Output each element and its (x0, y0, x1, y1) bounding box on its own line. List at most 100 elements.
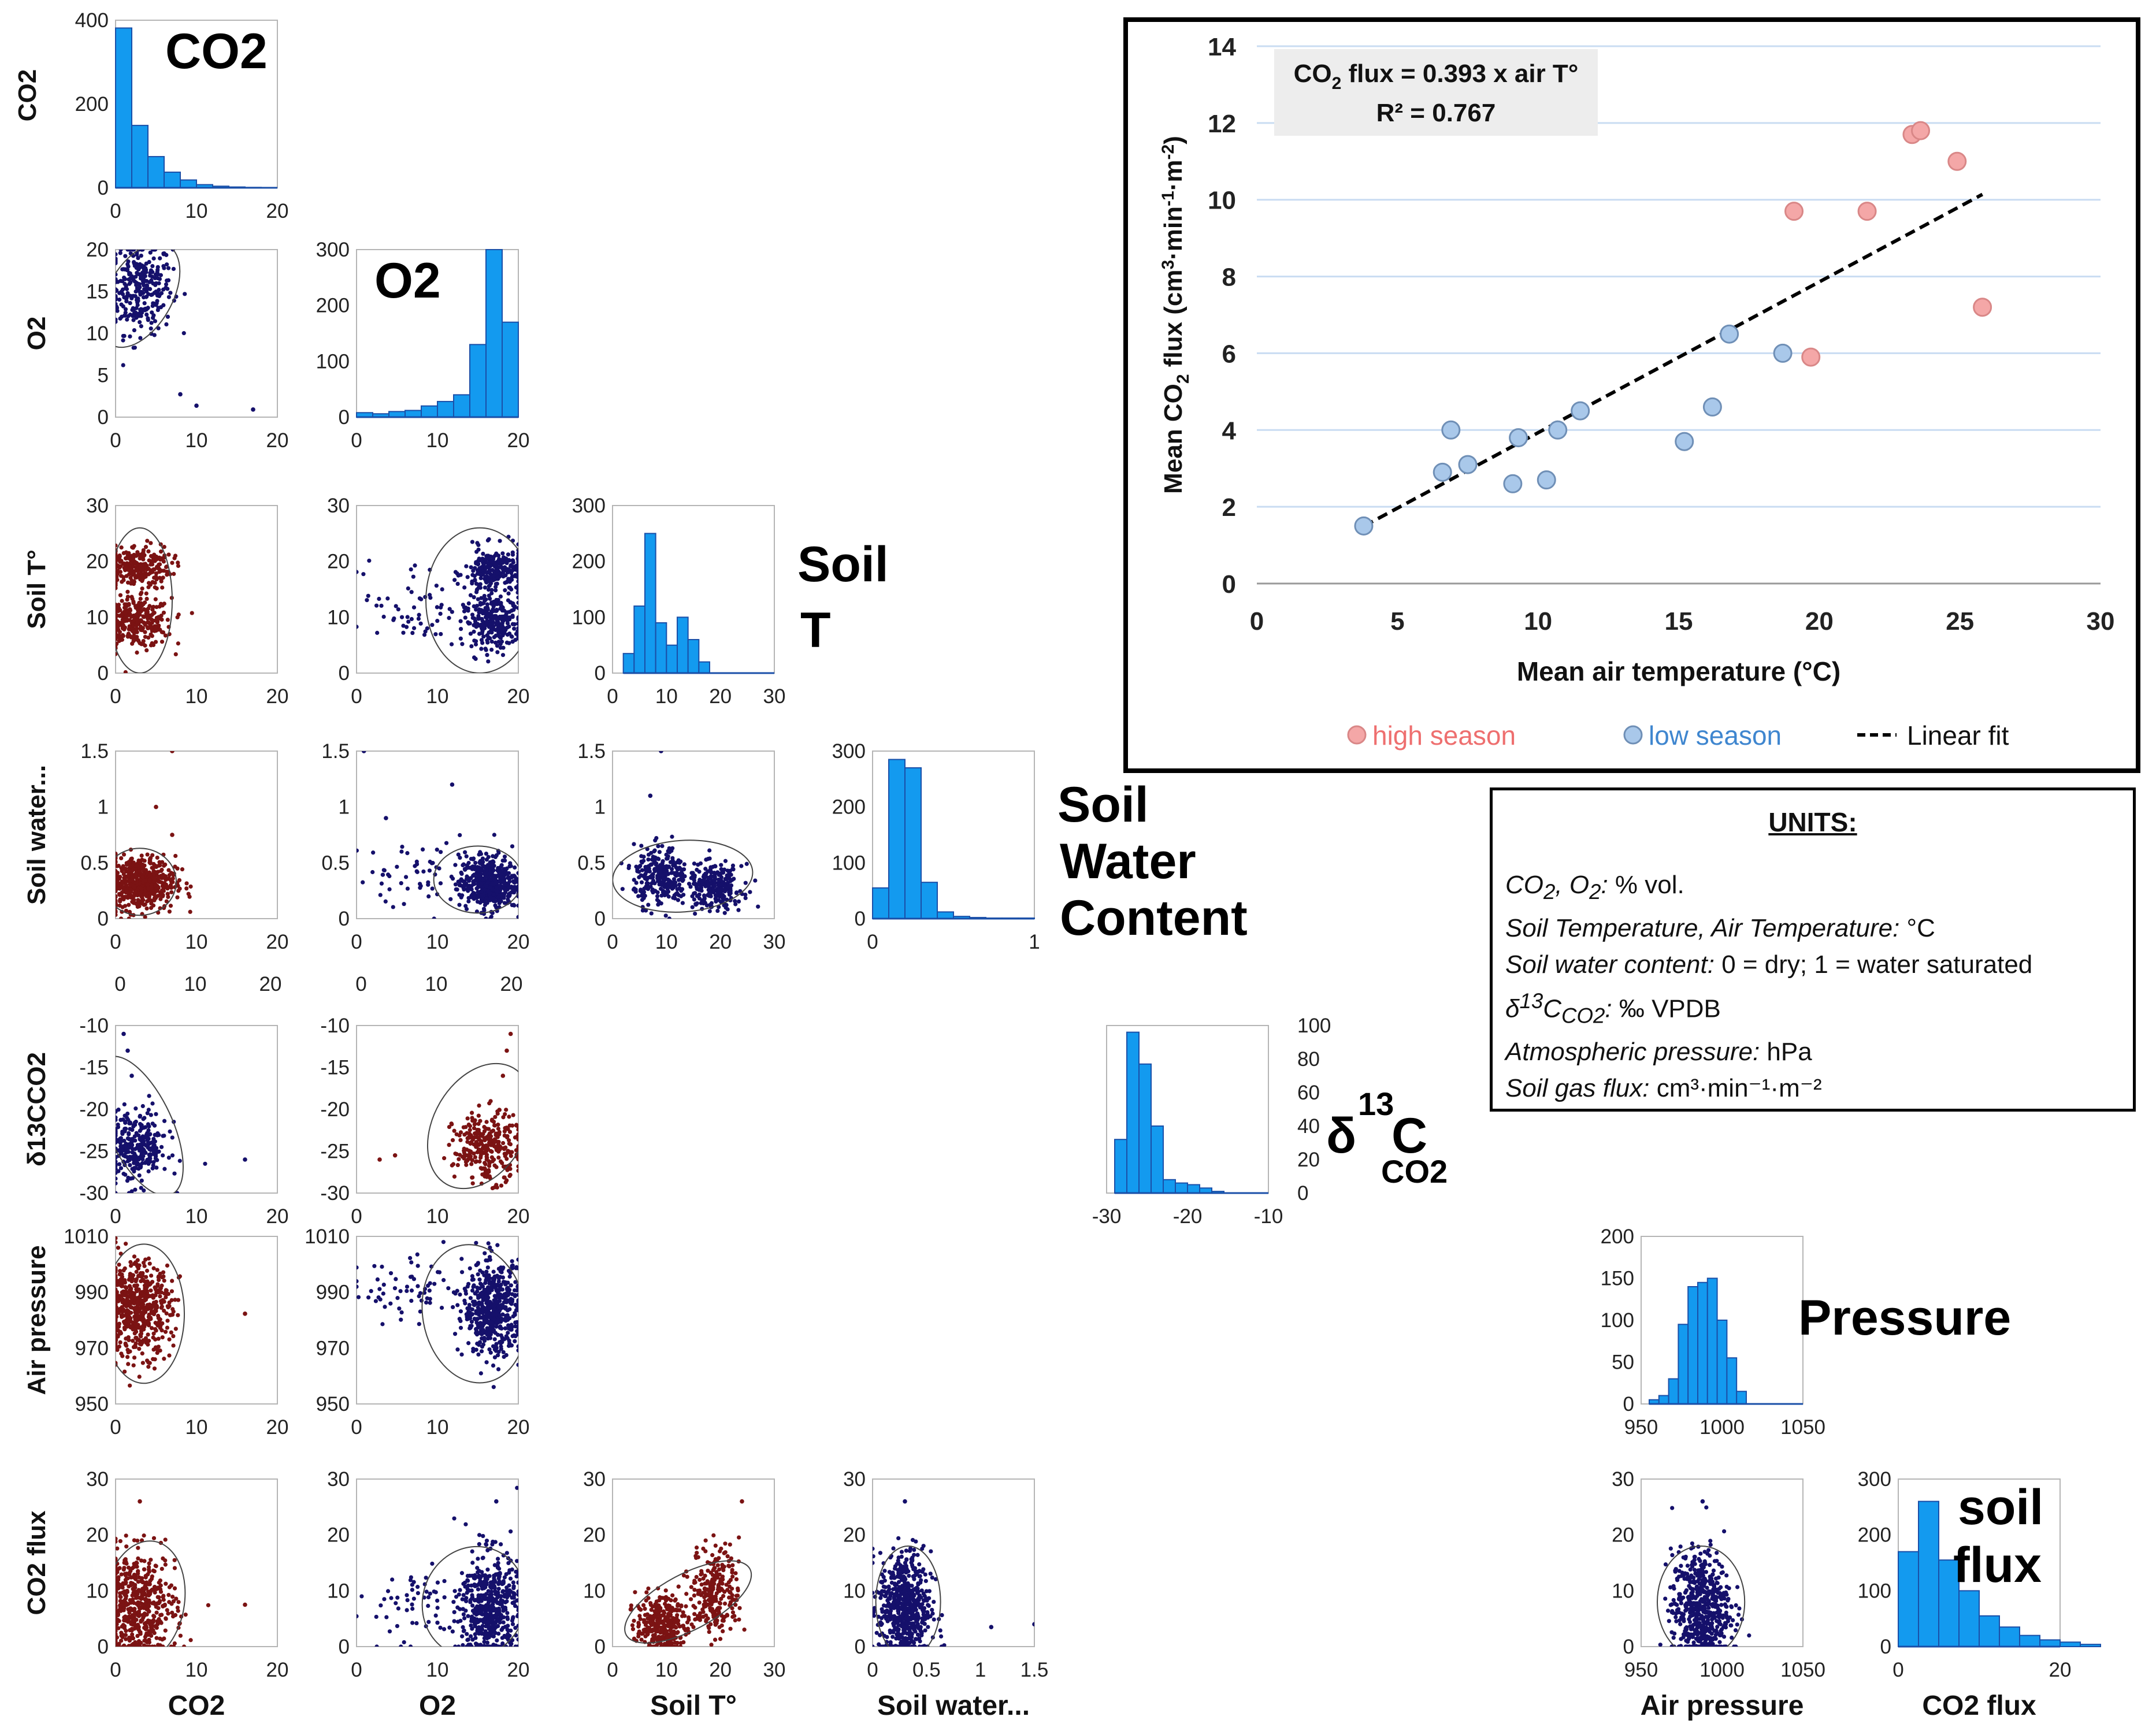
scatter-point (491, 881, 495, 886)
scatter-point (478, 1281, 483, 1286)
scatter-point (671, 877, 677, 882)
scatter-point (409, 616, 414, 622)
scatter-point (149, 883, 154, 888)
scatter-point (696, 882, 701, 886)
scatter-point (128, 1264, 133, 1268)
scatter-point (509, 571, 514, 575)
scatter-point (400, 844, 405, 849)
scatter-point (135, 863, 139, 868)
scatter-point (149, 332, 154, 336)
scatter-point (473, 639, 478, 644)
scatter-points (377, 1031, 518, 1191)
scatter-point (140, 1157, 145, 1162)
scatter-point (469, 1110, 474, 1115)
scatter-point (496, 1156, 501, 1160)
scatter-point (499, 1183, 504, 1188)
scatter-point (163, 633, 168, 638)
scatter-point (467, 1156, 472, 1161)
scatter-point (371, 850, 376, 855)
scatter-point (136, 1146, 140, 1150)
scatter-point (119, 1294, 124, 1298)
scatter-point (491, 1363, 496, 1368)
scatter-point (492, 833, 496, 837)
scatter-point (458, 1138, 463, 1142)
scatter-point (121, 1307, 126, 1312)
scatter-point (122, 333, 127, 339)
scatter-point (138, 285, 142, 289)
scatter-point (127, 1121, 132, 1125)
scatter-point (728, 868, 733, 874)
scatter-point (657, 850, 662, 855)
scatter-point (478, 1371, 483, 1376)
scatter-point (666, 881, 670, 886)
scatter-point (156, 1290, 161, 1295)
scatter-point (706, 857, 710, 861)
scatter-point (136, 901, 140, 906)
scatter-point (676, 858, 681, 863)
scatter-point (166, 868, 171, 872)
scatter-point (117, 635, 121, 640)
hist-soil-water-ytick-0: 0 (855, 908, 866, 930)
scatter-point (168, 883, 173, 888)
scatter-point (476, 873, 481, 878)
hist-co2-flux-xtick-20: 20 (2049, 1659, 2072, 1681)
scatter-point (150, 1140, 155, 1145)
scatter-point (137, 1263, 142, 1268)
scatter-point (148, 860, 153, 865)
scatter-point (458, 627, 463, 631)
scatter-point (146, 1169, 151, 1173)
scatter-point (127, 277, 131, 282)
scatter-point (138, 1332, 143, 1338)
scatter-point (458, 1309, 463, 1314)
scatter-point (646, 902, 651, 907)
scatter-point (161, 1153, 165, 1158)
confidence-ellipse (116, 250, 181, 348)
scatter-point (462, 884, 467, 889)
scatter-point (156, 1336, 161, 1341)
scatter-point (491, 1344, 496, 1348)
scatter-point (492, 896, 496, 901)
histogram-bar (1687, 1286, 1698, 1405)
scatter-point (492, 635, 496, 640)
scatter-point (163, 862, 168, 867)
scatter-point (475, 541, 480, 545)
scatter-point (464, 876, 469, 881)
scatter-point (116, 633, 118, 637)
histogram-bar (2080, 1644, 2101, 1647)
scatter-point (461, 862, 466, 867)
scatter-point (491, 624, 496, 629)
scatter-point (483, 647, 488, 651)
scatter-point (145, 899, 150, 904)
scatter-point (475, 865, 480, 870)
scatter-point (507, 1173, 512, 1179)
scatter-point (136, 608, 140, 612)
scatter-point (161, 559, 166, 564)
scatter-point (171, 1343, 176, 1348)
histogram-bar (1668, 1378, 1679, 1405)
scatter-point (495, 618, 499, 622)
scatter-point (458, 1130, 463, 1135)
scatter-point (157, 863, 161, 868)
scatter-point (488, 618, 493, 623)
scatter-point (154, 1306, 158, 1310)
scatter-point (482, 593, 487, 599)
sc-soil-t-o2-ytick-30: 30 (327, 495, 350, 517)
scatter-point (496, 898, 502, 903)
scatter-point (679, 889, 684, 893)
scatter-point (140, 1312, 144, 1316)
scatter-point (481, 1166, 486, 1171)
scatter-point (168, 904, 173, 908)
scatter-point (128, 1127, 132, 1131)
scatter-point (472, 1151, 476, 1156)
sc-soil-water-co2-xtick-0: 0 (110, 931, 121, 953)
scatter-point (734, 890, 739, 895)
histogram-bar (1187, 1184, 1200, 1194)
scatter-point (463, 1288, 468, 1293)
scatter-point (434, 584, 439, 588)
scatter-point (136, 604, 141, 608)
scatter-point (463, 850, 467, 855)
scatter-point (487, 584, 491, 589)
scatter-point (116, 1292, 118, 1297)
scatter-point (142, 1125, 146, 1130)
